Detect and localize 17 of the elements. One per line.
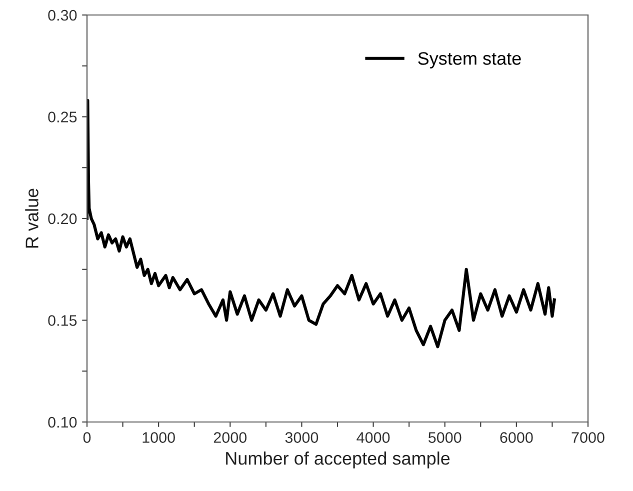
x-tick-label: 4000: [356, 432, 390, 443]
y-tick-label: 0.15: [48, 315, 77, 326]
y-tick-label: 0.25: [48, 112, 77, 122]
y-tick-label: 0.20: [48, 213, 77, 224]
x-tick-label: 1000: [142, 432, 175, 443]
x-tick-label: 6000: [500, 432, 533, 443]
line-series: [87, 98, 556, 348]
y-tick-label: 0.10: [48, 416, 77, 428]
y-tick-label: 0.30: [48, 10, 77, 21]
x-tick-label: 7000: [572, 432, 604, 443]
x-tick-label: 3000: [285, 432, 318, 443]
legend-label: System state: [418, 52, 521, 68]
x-tick-label: 5000: [428, 432, 462, 443]
x-axis-title: Number of accepted sample: [226, 452, 450, 468]
x-tick-label: 0: [83, 432, 91, 443]
y-axis-title: R value: [25, 188, 38, 248]
x-tick-label: 2000: [214, 432, 247, 443]
